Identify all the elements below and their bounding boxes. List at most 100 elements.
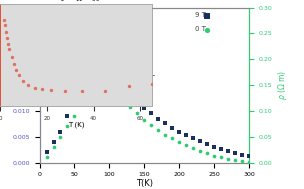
Point bbox=[33, 86, 37, 89]
Text: 0 T: 0 T bbox=[195, 26, 206, 32]
Point bbox=[107, 53, 112, 56]
Point bbox=[156, 129, 161, 132]
Title: Eu$_2$Ga$_{11}$Sn$_{35}$: Eu$_2$Ga$_{11}$Sn$_{35}$ bbox=[51, 0, 101, 4]
Point bbox=[5, 37, 9, 40]
Point bbox=[107, 84, 112, 88]
Point bbox=[128, 93, 133, 96]
Point bbox=[150, 82, 154, 85]
Point bbox=[184, 143, 189, 146]
Point bbox=[86, 62, 91, 65]
Point bbox=[219, 156, 224, 159]
Point bbox=[128, 105, 133, 108]
Point bbox=[100, 47, 105, 50]
Point bbox=[26, 83, 30, 86]
Point bbox=[135, 100, 140, 103]
Point bbox=[233, 158, 238, 161]
Point bbox=[205, 14, 210, 17]
Text: 0 T: 0 T bbox=[143, 75, 155, 84]
Point bbox=[177, 140, 182, 143]
Point bbox=[121, 32, 126, 35]
Point bbox=[72, 36, 77, 39]
Point bbox=[107, 73, 112, 76]
Point bbox=[226, 149, 231, 152]
Point bbox=[149, 123, 154, 126]
Point bbox=[3, 30, 8, 33]
Point bbox=[51, 140, 56, 143]
Point bbox=[163, 133, 168, 136]
Point bbox=[205, 143, 210, 146]
Point bbox=[198, 140, 203, 143]
Point bbox=[177, 130, 182, 133]
Point bbox=[121, 87, 126, 90]
Point bbox=[126, 85, 131, 88]
Point bbox=[198, 149, 203, 152]
Point bbox=[21, 79, 26, 82]
Point bbox=[86, 89, 91, 92]
Point bbox=[184, 134, 189, 137]
Point bbox=[93, 59, 98, 62]
Y-axis label: $\rho$ ($\Omega$ m): $\rho$ ($\Omega$ m) bbox=[275, 70, 288, 100]
Point bbox=[149, 112, 154, 115]
Point bbox=[100, 68, 105, 71]
Point bbox=[191, 146, 196, 149]
Point bbox=[40, 88, 44, 91]
Point bbox=[114, 42, 119, 45]
Point bbox=[100, 77, 105, 80]
Point bbox=[135, 112, 140, 115]
Point bbox=[93, 70, 98, 73]
Point bbox=[114, 27, 119, 30]
Point bbox=[191, 137, 196, 140]
Point bbox=[44, 156, 49, 159]
Point bbox=[156, 117, 161, 120]
Point bbox=[58, 21, 63, 24]
Point bbox=[79, 43, 84, 46]
Point bbox=[51, 146, 56, 149]
Point bbox=[14, 68, 19, 71]
Point bbox=[205, 152, 210, 155]
Point bbox=[247, 160, 252, 163]
Point bbox=[86, 51, 91, 54]
Text: 9 T: 9 T bbox=[116, 50, 128, 59]
Point bbox=[16, 74, 21, 77]
Point bbox=[7, 48, 12, 51]
Point bbox=[240, 153, 245, 156]
Point bbox=[79, 84, 84, 87]
Point bbox=[2, 24, 7, 27]
Text: 9 T: 9 T bbox=[195, 12, 206, 18]
Point bbox=[114, 80, 119, 83]
Point bbox=[65, 115, 70, 118]
Point bbox=[79, 99, 84, 102]
Point bbox=[86, 73, 91, 76]
Point bbox=[58, 130, 63, 133]
Point bbox=[205, 28, 210, 31]
Point bbox=[240, 160, 245, 163]
Point bbox=[51, 22, 56, 25]
Point bbox=[247, 155, 252, 158]
Point bbox=[72, 45, 77, 48]
Point bbox=[163, 122, 168, 125]
Point bbox=[103, 89, 108, 92]
Point bbox=[212, 145, 217, 148]
Point bbox=[114, 92, 119, 95]
Point bbox=[65, 28, 70, 31]
Point bbox=[49, 88, 54, 91]
Point bbox=[65, 125, 70, 128]
Point bbox=[142, 118, 147, 121]
Point bbox=[44, 151, 49, 154]
Point bbox=[226, 157, 231, 160]
Point bbox=[212, 154, 217, 157]
Point bbox=[58, 135, 63, 138]
Point bbox=[9, 55, 14, 58]
Y-axis label: S (J/Kg/K): S (J/Kg/K) bbox=[0, 67, 9, 103]
X-axis label: T(K): T(K) bbox=[136, 179, 153, 188]
Point bbox=[63, 89, 68, 92]
Point bbox=[72, 115, 77, 118]
Point bbox=[6, 42, 11, 45]
Point bbox=[121, 99, 126, 102]
Point bbox=[100, 66, 105, 69]
Point bbox=[1, 19, 6, 22]
Point bbox=[79, 53, 84, 57]
Point bbox=[65, 37, 70, 40]
Point bbox=[51, 14, 56, 17]
Point bbox=[121, 16, 126, 19]
